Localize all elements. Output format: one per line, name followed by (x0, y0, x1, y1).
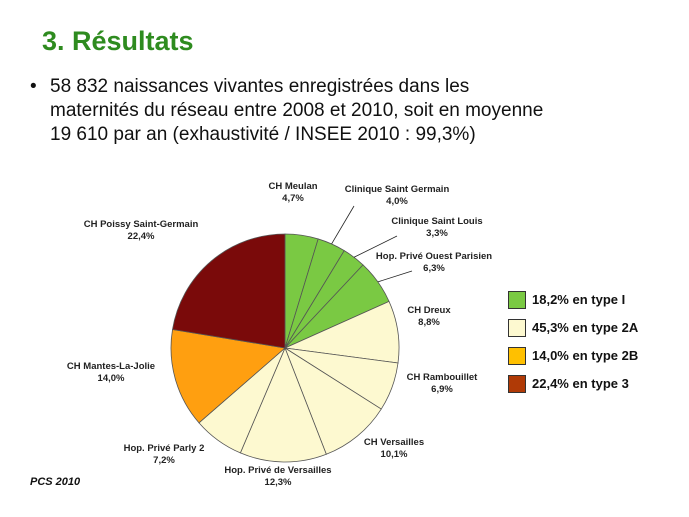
bullet-line: 58 832 naissances vivantes enregistrées … (50, 76, 470, 97)
legend-item: 22,4% en type 3 (508, 375, 678, 395)
slice-label: CH Rambouillet (407, 372, 479, 383)
slice-value-label: 14,0% (98, 373, 125, 384)
slice-label: CH Poissy Saint-Germain (84, 219, 199, 230)
slice-label: Clinique Saint Louis (391, 216, 482, 227)
pie-slice (284, 347, 382, 455)
leader-line (353, 235, 398, 258)
legend-swatch (508, 375, 526, 393)
slice-value-label: 4,0% (386, 196, 408, 207)
legend-item: 18,2% en type I (508, 291, 678, 311)
legend-label: 22,4% en type 3 (532, 376, 629, 391)
slice-value-label: 3,3% (426, 228, 448, 239)
slice-label: CH Mantes-La-Jolie (67, 361, 155, 372)
slice-value-label: 7,2% (153, 455, 175, 466)
slice-label: CH Versailles (364, 437, 424, 448)
slice-label: Clinique Saint Germain (345, 184, 450, 195)
legend-swatch (508, 347, 526, 365)
pie-slice (172, 233, 286, 349)
legend-swatch (508, 319, 526, 337)
slice-label: Hop. Privé de Versailles (224, 465, 331, 476)
bullet-line: maternités du réseau entre 2008 et 2010,… (50, 100, 544, 121)
legend-swatch (508, 291, 526, 309)
legend-label: 45,3% en type 2A (532, 320, 639, 335)
legend-item: 14,0% en type 2B (508, 347, 678, 367)
slice-value-label: 4,7% (282, 193, 304, 204)
slice-value-label: 6,9% (431, 384, 453, 395)
slide-title: 3. Résultats (42, 26, 194, 56)
slice-value-label: 10,1% (381, 449, 408, 460)
legend-label: 14,0% en type 2B (532, 348, 639, 363)
slice-value-label: 12,3% (265, 477, 292, 488)
slice-label: Hop. Privé Ouest Parisien (376, 251, 492, 262)
bullet-text: 58 832 naissances vivantes enregistrées … (50, 75, 670, 147)
leader-line (331, 205, 355, 245)
slice-value-label: 8,8% (418, 317, 440, 328)
slice-value-label: 6,3% (423, 263, 445, 274)
bullet-symbol: • (30, 76, 37, 97)
leader-line (377, 270, 413, 283)
legend-item: 45,3% en type 2A (508, 319, 678, 339)
pie-slice (239, 346, 327, 463)
footer-note: PCS 2010 (30, 476, 81, 488)
slice-label: Hop. Privé Parly 2 (124, 443, 205, 454)
bullet-line: 19 610 par an (exhaustivité / INSEE 2010… (50, 124, 476, 145)
slice-label: CH Meulan (268, 181, 317, 192)
pie-slice (170, 328, 286, 424)
slice-value-label: 22,4% (128, 231, 155, 242)
slice-label: CH Dreux (407, 305, 451, 316)
legend-label: 18,2% en type I (532, 292, 626, 307)
